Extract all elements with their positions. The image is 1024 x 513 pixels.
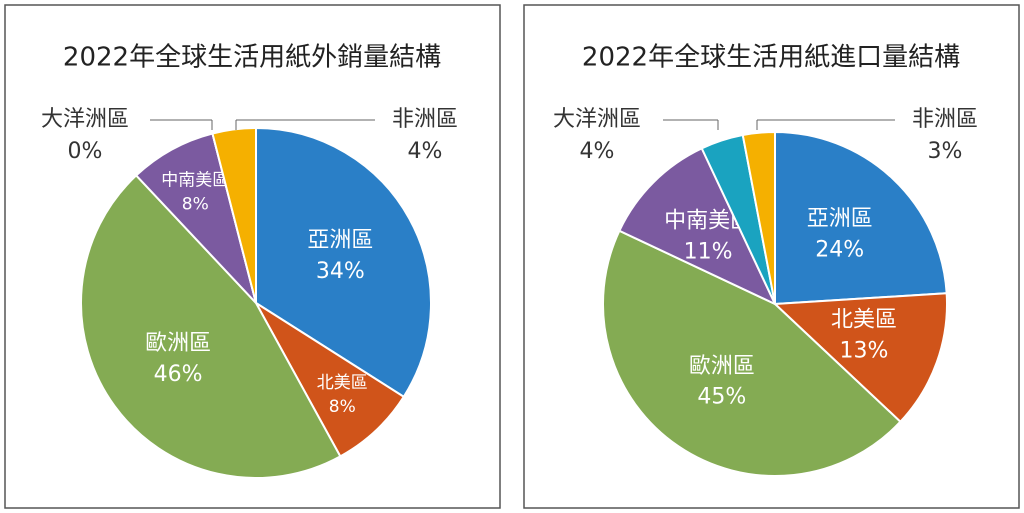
category-label: 大洋洲區 — [41, 107, 129, 132]
category-label: 北美區 — [831, 308, 897, 333]
category-label: 北美區 — [317, 373, 368, 393]
value-label: 3% — [928, 139, 963, 164]
category-label: 歐洲區 — [689, 354, 755, 379]
panel-border — [523, 4, 1020, 509]
value-label: 34% — [316, 259, 365, 284]
pie-slice — [255, 126, 432, 399]
category-label: 亞洲區 — [807, 207, 873, 232]
value-label: 24% — [815, 237, 864, 262]
chart-title: 2022年全球生活用紙外銷量結構 — [63, 43, 441, 73]
pie-slice — [602, 229, 902, 477]
value-label: 0% — [68, 139, 103, 164]
pie-slice — [211, 126, 257, 304]
pie-slice — [79, 174, 342, 480]
value-label: 46% — [154, 362, 203, 387]
category-label: 歐洲區 — [145, 331, 211, 356]
category-label: 非洲區 — [392, 107, 458, 132]
category-label: 大洋洲區 — [553, 107, 641, 132]
pie-slice — [772, 292, 948, 424]
panel-border — [4, 4, 501, 509]
category-label: 中南美區 — [161, 171, 229, 191]
value-label: 11% — [684, 240, 733, 265]
pie-slice — [741, 130, 776, 305]
category-label: 亞洲區 — [307, 228, 373, 253]
value-label: 8% — [329, 397, 356, 417]
value-label: 8% — [182, 194, 209, 214]
value-label: 45% — [697, 385, 746, 410]
value-label: 4% — [408, 139, 443, 164]
value-label: 13% — [840, 338, 889, 363]
pie-slice — [774, 130, 948, 306]
chart-title: 2022年全球生活用紙進口量結構 — [582, 43, 960, 73]
category-label: 非洲區 — [912, 107, 978, 132]
value-label: 4% — [580, 139, 615, 164]
pie-slice — [618, 147, 778, 307]
